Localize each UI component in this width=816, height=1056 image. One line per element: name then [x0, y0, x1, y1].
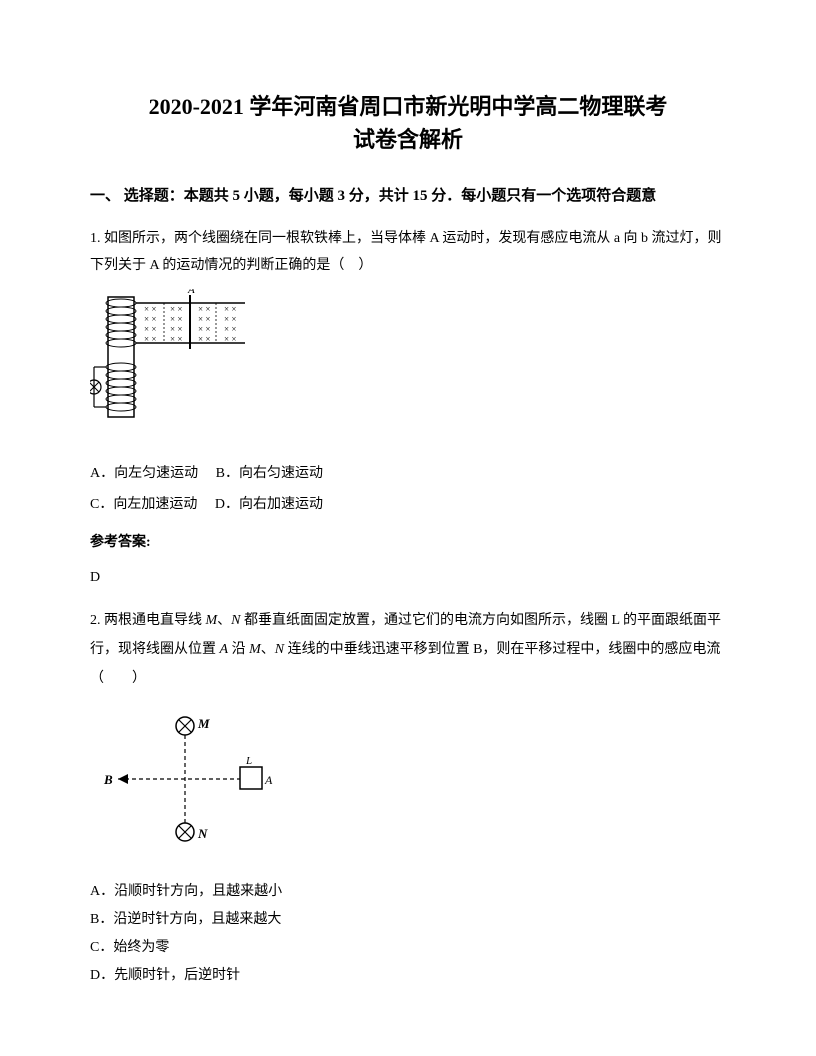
q1-text: 1. 如图所示，两个线圈绕在同一根软铁棒上，当导体棒 A 运动时，发现有感应电流…: [90, 226, 726, 279]
svg-text:× ×: × ×: [224, 324, 236, 334]
svg-text:A: A: [264, 773, 273, 787]
svg-text:N: N: [197, 826, 208, 841]
svg-text:B: B: [103, 772, 113, 787]
q2-optC: C．始终为零: [90, 934, 726, 962]
svg-text:A: A: [187, 289, 195, 296]
q1-answer: D: [90, 565, 726, 592]
q1-optD: D．向右加速运动: [215, 497, 323, 512]
q1-diagram: A × ×× ×× ×× × × ×× ×× ×× × × ×× ×× ×× ×…: [90, 289, 726, 445]
svg-text:× ×: × ×: [198, 324, 210, 334]
svg-text:L: L: [245, 755, 252, 767]
question-1: 1. 如图所示，两个线圈绕在同一根软铁棒上，当导体棒 A 运动时，发现有感应电流…: [90, 226, 726, 592]
svg-text:× ×: × ×: [170, 324, 182, 334]
q1-optA: A．向左匀速运动: [90, 466, 198, 481]
title-line1: 2020-2021 学年河南省周口市新光明中学高二物理联考: [90, 90, 726, 123]
svg-text:× ×: × ×: [170, 304, 182, 314]
svg-text:× ×: × ×: [170, 334, 182, 344]
svg-text:× ×: × ×: [198, 314, 210, 324]
svg-text:× ×: × ×: [144, 304, 156, 314]
q2-optA: A．沿顺时针方向，且越来越小: [90, 878, 726, 906]
exam-title: 2020-2021 学年河南省周口市新光明中学高二物理联考 试卷含解析: [90, 90, 726, 156]
q2-optD: D．先顺时针，后逆时针: [90, 962, 726, 990]
svg-text:M: M: [197, 716, 210, 731]
q2-optB: B．沿逆时针方向，且越来越大: [90, 906, 726, 934]
q2-diagram: M N B L A: [90, 704, 726, 865]
q1-answer-label: 参考答案:: [90, 530, 726, 557]
svg-text:× ×: × ×: [224, 314, 236, 324]
q1-options-row2: C．向左加速运动 D．向右加速运动: [90, 490, 726, 521]
svg-text:× ×: × ×: [224, 334, 236, 344]
q1-optC: C．向左加速运动: [90, 497, 197, 512]
q1-optB: B．向右匀速运动: [216, 466, 323, 481]
svg-text:× ×: × ×: [198, 334, 210, 344]
q2-options: A．沿顺时针方向，且越来越小 B．沿逆时针方向，且越来越大 C．始终为零 D．先…: [90, 878, 726, 990]
svg-text:× ×: × ×: [198, 304, 210, 314]
q1-options-row1: A．向左匀速运动 B．向右匀速运动: [90, 459, 726, 490]
svg-text:× ×: × ×: [144, 314, 156, 324]
svg-text:× ×: × ×: [224, 304, 236, 314]
section-header: 一、 选择题：本题共 5 小题，每小题 3 分，共计 15 分．每小题只有一个选…: [90, 184, 726, 208]
svg-text:× ×: × ×: [144, 334, 156, 344]
svg-text:× ×: × ×: [144, 324, 156, 334]
question-2: 2. 两根通电直导线 M、N 都垂直纸面固定放置，通过它们的电流方向如图所示，线…: [90, 606, 726, 991]
q2-text: 2. 两根通电直导线 M、N 都垂直纸面固定放置，通过它们的电流方向如图所示，线…: [90, 606, 726, 694]
title-line2: 试卷含解析: [90, 123, 726, 156]
svg-text:× ×: × ×: [170, 314, 182, 324]
